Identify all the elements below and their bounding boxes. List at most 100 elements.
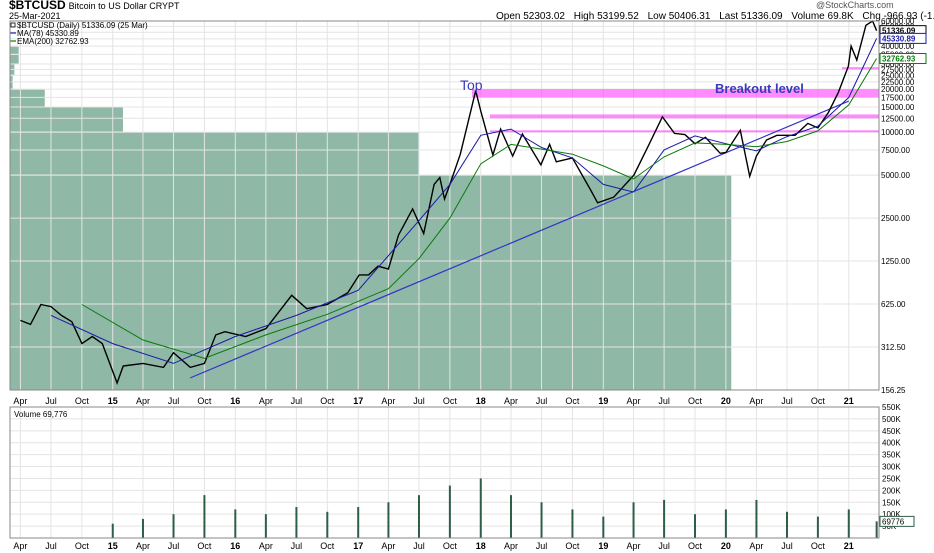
chart-date: 25-Mar-2021 [9,11,61,21]
price-line [20,19,878,386]
x-tick-label: Apr [381,396,395,406]
x-tick-label: 20 [721,541,731,551]
volume-bar [602,516,605,538]
x-tick-label: Oct [811,396,826,406]
x-tick-label: Apr [13,396,27,406]
y-tick-label: 60000.00 [881,17,915,26]
annotations: Top Breakout level [460,77,804,96]
volume-tick-label: 500K [882,415,901,424]
x-tick-label: Oct [320,396,335,406]
x-tick-label: Oct [75,396,90,406]
resistance-bands [472,67,879,133]
x-tick-label: 19 [598,396,608,406]
volume-bar [632,502,635,538]
symbol-description: Bitcoin to US Dollar CRYPT [68,1,180,11]
stat-low: Low 50406.31 [647,11,711,22]
price-tag [879,53,927,65]
quote-stats: Open 52303.02 High 53199.52 Low 50406.31… [496,11,934,22]
x-tick-label: Oct [688,541,703,551]
stat-change: Chg -966.93 (-1.85%) [862,11,934,22]
volume-tick-label: 400K [882,439,901,448]
volume-tick-label: 350K [882,451,901,460]
volume-bar [448,485,451,538]
y-tick-label: 7500.00 [881,146,910,155]
volume-tick-label: 450K [882,427,901,436]
x-tick-label: Oct [75,541,90,551]
chart-legend: $BTCUSD (Daily) 51336.09 (25 Mar)MA(78) … [10,21,148,419]
volume-bar [540,502,543,538]
price-tag-label: 32762.93 [882,55,916,64]
volume-bar [357,507,360,538]
volume-bar [326,511,329,538]
x-tick-label: Jul [658,396,670,406]
volume-profile-bar [10,107,123,132]
x-tick-label: Apr [627,541,641,551]
x-tick-label: 20 [721,396,731,406]
x-tick-label: Jul [168,541,180,551]
stat-volume: Volume 69.8K [791,11,854,22]
x-tick-label: Jul [45,541,57,551]
brand-watermark[interactable]: @StockCharts.com [816,0,894,10]
y-tick-label: 12500.00 [881,114,915,123]
volume-bar [755,499,758,538]
x-tick-label: Jul [291,396,303,406]
x-tick-label: Oct [197,396,212,406]
x-tick-label: 17 [353,396,363,406]
x-tick-label: Apr [749,396,763,406]
symbol-text: $BTCUSD [9,0,66,12]
volume-profile-bar [10,89,45,107]
legend-volume: Volume 69,776 [14,410,68,419]
x-tick-label: 15 [108,396,118,406]
x-tick-label: Jul [658,541,670,551]
volume-tag-label: 69776 [882,517,905,526]
resistance-band [842,67,879,70]
volume-bar [295,507,298,538]
x-tick-label: Oct [565,396,580,406]
volume-bar [203,495,206,538]
x-tick-label: Apr [13,541,27,551]
y-tick-label: 22500.00 [881,78,915,87]
volume-bar [663,499,666,538]
price-lines [20,19,878,386]
y-tick-label: 27500.00 [881,65,915,74]
price-tag-label: 51336.09 [882,27,916,36]
x-tick-label: Apr [136,541,150,551]
volume-tick-label: 100K [882,510,901,519]
legend-ma: MA(78) 45330.89 [17,29,79,38]
x-tick-label: Jul [781,541,793,551]
x-tick-label: Oct [197,541,212,551]
price-tag [879,32,927,44]
annotation-breakout: Breakout level [715,81,804,96]
volume-by-price [10,46,732,390]
volume-tick-label: 250K [882,474,901,483]
y-tick-label: 25000.00 [881,71,915,80]
price-tag-label: 45330.89 [882,34,916,43]
x-tick-label: Apr [259,396,273,406]
x-tick-label: 16 [230,396,240,406]
y-tick-label: 2500.00 [881,214,910,223]
x-tick-label: Apr [136,396,150,406]
volume-profile-bar [10,175,732,390]
x-tick-label: Jul [536,396,548,406]
volume-bar [724,509,727,538]
volume-grid [10,406,879,538]
x-tick-label: Oct [565,541,580,551]
x-tick-label: Jul [536,541,548,551]
y-tick-label: 15000.00 [881,103,915,112]
x-tick-label: Oct [443,541,458,551]
volume-tag [879,515,915,527]
stat-open: Open 52303.02 [496,11,565,22]
volume-axis: 550K 500K 450K 400K 350K 300K 250K 200K 150K 100K… [879,403,915,531]
resistance-band [490,130,879,133]
volume-bar [417,495,420,538]
x-tick-label: Oct [688,396,703,406]
x-tick-label: Apr [259,541,273,551]
price-grid [10,20,879,391]
price-legend-swatch [10,22,16,28]
volume-bar [816,516,819,538]
x-tick-label: 17 [353,541,363,551]
volume-bar [571,509,574,538]
x-tick-label: 16 [230,541,240,551]
y-tick-label: 312.50 [881,343,906,352]
